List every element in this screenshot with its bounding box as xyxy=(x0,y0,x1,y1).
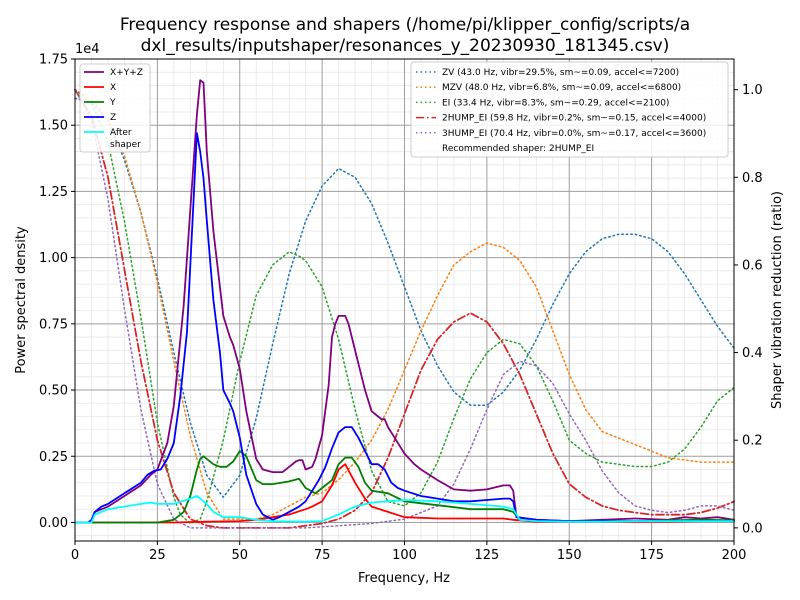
x-tick-label: 25 xyxy=(149,548,166,563)
x-tick-label: 100 xyxy=(392,548,417,563)
legend-recommended-text: Recommended shaper: 2HUMP_EI xyxy=(442,144,594,154)
y2-tick-label: 0.8 xyxy=(742,171,763,186)
x-tick-label: 75 xyxy=(314,548,331,563)
y2-tick-label: 0.4 xyxy=(742,346,763,361)
psd-line-3 xyxy=(74,132,735,524)
legend-shaper-label: 2HUMP_EI (59.8 Hz, vibr=0.2%, sm~=0.15, … xyxy=(442,114,706,124)
legend-psd-label: X xyxy=(110,83,116,93)
y2-axis-label: Shaper vibration reduction (ratio) xyxy=(770,191,785,409)
y2-tick-label: 0.6 xyxy=(742,258,763,273)
chart-title-line2: dxl_results/inputshaper/resonances_y_202… xyxy=(141,36,670,56)
y2-tick-label: 0.0 xyxy=(742,521,763,536)
x-tick-label: 0 xyxy=(71,548,79,563)
legend-shaper-label: 3HUMP_EI (70.4 Hz, vibr=0.0%, sm~=0.17, … xyxy=(442,129,706,139)
legend-psd-label: shaper xyxy=(110,140,141,150)
shaper-line-1 xyxy=(74,88,735,520)
legend-psd-label: Z xyxy=(110,113,116,123)
y-tick-label: 0.50 xyxy=(39,384,68,399)
shaper-line-2 xyxy=(74,88,735,525)
y-tick-label: 1.00 xyxy=(39,251,68,266)
y-tick-label: 0.25 xyxy=(39,450,68,465)
y-tick-label: 0.75 xyxy=(39,317,68,332)
y-tick-label: 1.25 xyxy=(39,185,68,200)
sci-exponent-label: 1e4 xyxy=(75,42,100,57)
shaper-line-4 xyxy=(74,88,735,529)
axes: 0 25 50 75 100 125 150 175 200 0.00 0.25 0.50 0.75 1.… xyxy=(39,53,763,564)
x-tick-label: 50 xyxy=(231,548,248,563)
legend-psd-label: After xyxy=(110,128,132,138)
x-tick-label: 175 xyxy=(639,548,664,563)
y2-tick-label: 1.0 xyxy=(742,83,763,98)
legend-shaper-label: EI (33.4 Hz, vibr=8.3%, sm~=0.29, accel<… xyxy=(442,98,669,108)
legend-psd-label: X+Y+Z xyxy=(110,68,143,78)
y-tick-label: 1.50 xyxy=(39,119,68,134)
chart-title-line1: Frequency response and shapers (/home/pi… xyxy=(120,15,690,35)
x-axis-label: Frequency, Hz xyxy=(358,571,450,586)
psd-line-0 xyxy=(74,79,735,524)
y-tick-label: 0.00 xyxy=(39,516,68,531)
legend-shapers-box xyxy=(410,61,729,158)
plot-area xyxy=(74,79,735,529)
x-tick-label: 125 xyxy=(474,548,499,563)
legend-psd-label: Y xyxy=(109,98,116,108)
legend-psd: X+Y+Z XYZ After shaper xyxy=(79,63,151,153)
y2-tick-label: 0.2 xyxy=(742,434,763,449)
legend-psd-box xyxy=(79,63,151,153)
y-tick-label: 1.75 xyxy=(39,53,68,68)
psd-line-4 xyxy=(74,495,735,524)
legend-shapers: ZV (43.0 Hz, vibr=29.5%, sm~=0.09, accel… xyxy=(410,61,729,158)
legend-shaper-label: ZV (43.0 Hz, vibr=29.5%, sm~=0.09, accel… xyxy=(442,68,679,78)
y-axis-label: Power spectral density xyxy=(14,226,29,374)
x-tick-label: 200 xyxy=(722,548,747,563)
x-tick-label: 150 xyxy=(557,548,582,563)
legend-shaper-label: MZV (48.0 Hz, vibr=6.8%, sm~=0.09, accel… xyxy=(442,83,681,93)
